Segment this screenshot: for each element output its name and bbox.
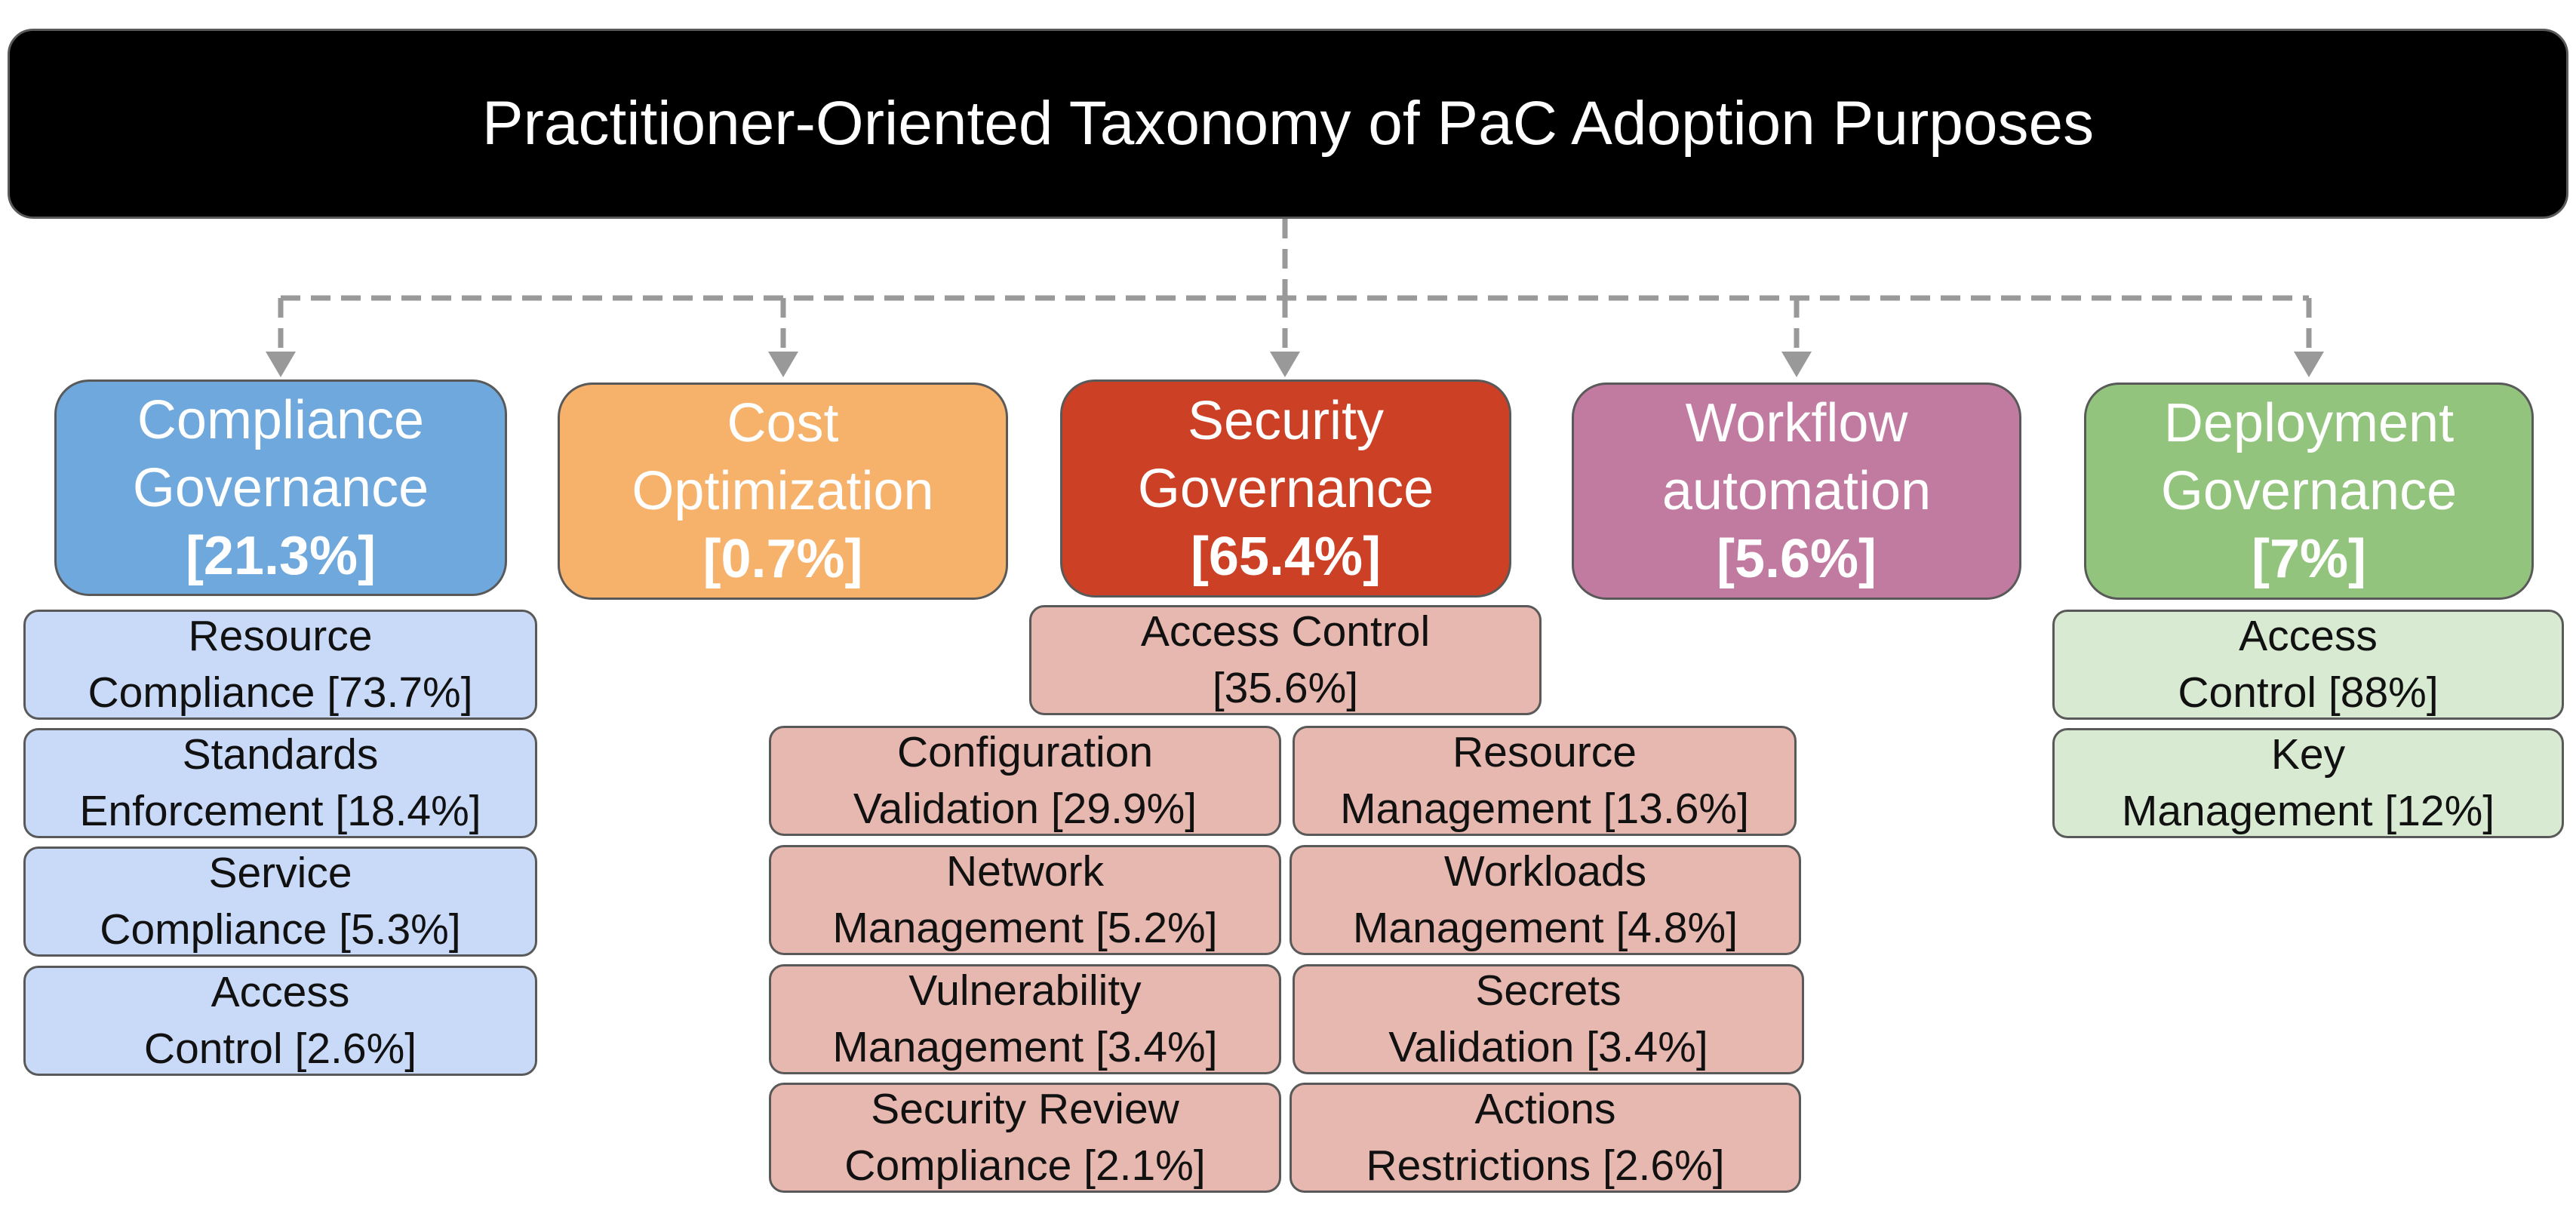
category-compliance-governance: Compliance Governance [21.3%] (54, 379, 507, 596)
subcategory-network-management: Network Management [5.2%] (769, 845, 1281, 955)
subcategory-access-control: Access Control [35.6%] (1029, 605, 1542, 715)
subcategory-label-line2: Management [4.8%] (1352, 904, 1738, 952)
subcategory-label-line2: Validation [3.4%] (1388, 1023, 1708, 1071)
taxonomy-title-box: Practitioner-Oriented Taxonomy of PaC Ad… (8, 29, 2568, 219)
subcategory-resource-compliance: Resource Compliance [73.7%] (23, 610, 537, 720)
category-percentage: [0.7%] (702, 529, 863, 589)
category-deployment-governance: Deployment Governance [7%] (2084, 383, 2534, 600)
subcategory-label-line1: Actions (1474, 1085, 1616, 1133)
subcategory-label-line1: Access (211, 968, 350, 1016)
category-label-line1: Compliance (137, 389, 425, 450)
category-security-governance: Security Governance [65.4%] (1060, 379, 1511, 598)
subcategory-label-line1: Security Review (871, 1085, 1179, 1133)
subcategory-label-line2: Compliance [5.3%] (100, 905, 461, 954)
subcategory-label-line2: Validation [29.9%] (853, 785, 1197, 833)
category-percentage: [5.6%] (1716, 529, 1877, 589)
subcategory-access-control: Access Control [2.6%] (23, 966, 537, 1076)
subcategory-label-line1: Vulnerability (908, 966, 1142, 1015)
category-label-line1: Deployment (2163, 393, 2455, 453)
subcategory-label-line1: Key (2270, 730, 2346, 779)
subcategory-secrets-validation: Secrets Validation [3.4%] (1293, 964, 1804, 1074)
subcategory-label-line2: Control [88%] (2178, 668, 2439, 717)
subcategory-label-line2: Management [3.4%] (832, 1023, 1218, 1071)
arrowhead-deployment (2294, 352, 2324, 377)
subcategory-label-line1: Network (945, 847, 1105, 896)
subcategory-label-line1: Secrets (1475, 966, 1622, 1015)
arrowhead-cost (768, 352, 798, 377)
taxonomy-title: Practitioner-Oriented Taxonomy of PaC Ad… (481, 89, 2095, 158)
category-label-line1: Cost (727, 393, 839, 453)
category-workflow-automation: Workflow automation [5.6%] (1572, 383, 2021, 600)
subcategory-label-line2: Management [13.6%] (1340, 785, 1749, 833)
subcategory-label-line1: Standards (182, 730, 379, 779)
subcategory-service-compliance: Service Compliance [5.3%] (23, 846, 537, 957)
subcategory-label-line2: Management [12%] (2121, 787, 2495, 835)
subcategory-label-line2: Restrictions [2.6%] (1366, 1141, 1725, 1190)
category-label-line2: automation (1661, 461, 1932, 521)
subcategory-configuration-validation: Configuration Validation [29.9%] (769, 726, 1281, 836)
arrowhead-security (1270, 352, 1300, 377)
subcategory-label-line1: Access Control (1140, 607, 1431, 656)
category-label-line1: Workflow (1685, 393, 1908, 453)
subcategory-label-line1: Resource (1452, 728, 1637, 776)
subcategory-label-line2: [35.6%] (1212, 664, 1359, 712)
category-label-line2: Governance (1137, 458, 1434, 519)
arrowhead-workflow (1781, 352, 1812, 377)
subcategory-label-line1: Service (208, 849, 352, 897)
category-percentage: [65.4%] (1190, 526, 1382, 587)
category-percentage: [21.3%] (185, 525, 377, 586)
subcategory-label-line2: Compliance [73.7%] (88, 668, 473, 717)
subcategory-label-line1: Workloads (1443, 847, 1647, 896)
subcategory-actions-restrictions: Actions Restrictions [2.6%] (1290, 1083, 1801, 1193)
subcategory-key-management: Key Management [12%] (2052, 728, 2564, 838)
subcategory-security-review-compliance: Security Review Compliance [2.1%] (769, 1083, 1281, 1193)
subcategory-label-line2: Enforcement [18.4%] (79, 787, 481, 835)
category-label-line2: Optimization (632, 461, 934, 521)
subcategory-label-line2: Compliance [2.1%] (844, 1141, 1206, 1190)
arrowhead-compliance (266, 352, 296, 377)
category-label-line1: Security (1187, 390, 1385, 451)
subcategory-access-control: Access Control [88%] (2052, 610, 2564, 720)
category-label-line2: Governance (2160, 461, 2458, 521)
subcategory-label-line1: Configuration (896, 728, 1154, 776)
subcategory-label-line2: Control [2.6%] (143, 1025, 417, 1073)
subcategory-label-line1: Access (2239, 612, 2378, 660)
subcategory-label-line1: Resource (188, 612, 373, 660)
subcategory-resource-management: Resource Management [13.6%] (1293, 726, 1797, 836)
subcategory-label-line2: Management [5.2%] (832, 904, 1218, 952)
subcategory-standards-enforcement: Standards Enforcement [18.4%] (23, 728, 537, 838)
subcategory-workloads-management: Workloads Management [4.8%] (1290, 845, 1801, 955)
category-label-line2: Governance (132, 457, 429, 518)
subcategory-vulnerability-management: Vulnerability Management [3.4%] (769, 964, 1281, 1074)
category-cost-optimization: Cost Optimization [0.7%] (558, 383, 1008, 600)
category-percentage: [7%] (2251, 529, 2366, 589)
